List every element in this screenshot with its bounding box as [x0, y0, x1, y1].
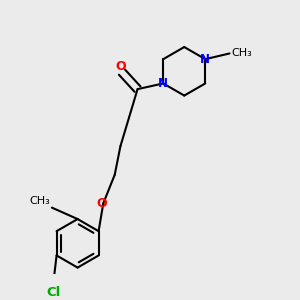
Text: O: O: [115, 60, 126, 74]
Text: CH₃: CH₃: [30, 196, 50, 206]
Text: Cl: Cl: [46, 286, 61, 299]
Text: CH₃: CH₃: [231, 49, 252, 58]
Text: O: O: [97, 197, 107, 210]
Text: N: N: [200, 53, 210, 66]
Text: N: N: [158, 77, 168, 90]
